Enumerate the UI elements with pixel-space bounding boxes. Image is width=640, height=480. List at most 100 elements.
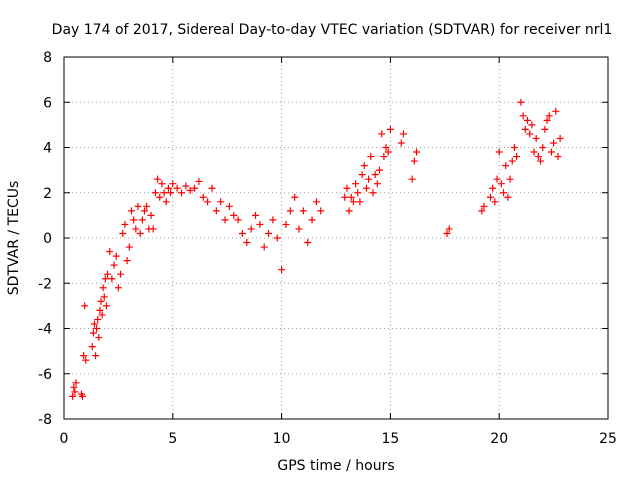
data-point xyxy=(526,130,534,138)
data-point xyxy=(178,189,186,197)
data-point xyxy=(156,193,164,201)
chart-title: Day 174 of 2017, Sidereal Day-to-day VTE… xyxy=(52,22,613,38)
data-point xyxy=(413,148,421,156)
data-point xyxy=(132,225,140,233)
data-point xyxy=(97,297,105,305)
data-point xyxy=(510,144,518,151)
x-tick-label: 5 xyxy=(168,431,177,447)
data-point xyxy=(112,252,120,260)
data-point xyxy=(384,148,392,156)
data-point xyxy=(367,153,375,161)
data-point xyxy=(88,343,96,351)
data-point xyxy=(238,229,246,237)
y-tick-label: -4 xyxy=(38,322,52,338)
y-tick-label: 4 xyxy=(43,141,52,157)
data-point xyxy=(141,207,149,215)
data-point xyxy=(552,107,560,115)
data-point xyxy=(373,180,381,188)
data-point xyxy=(164,184,172,192)
data-point xyxy=(136,229,144,237)
data-point xyxy=(291,193,299,201)
data-point xyxy=(108,275,116,283)
data-point xyxy=(149,225,157,233)
data-point xyxy=(80,352,88,360)
data-point xyxy=(92,352,100,360)
data-point xyxy=(408,175,416,183)
data-point xyxy=(114,284,122,292)
y-axis-label: SDTVAR / TECUs xyxy=(6,181,22,296)
data-point xyxy=(534,153,542,161)
data-point xyxy=(78,392,86,400)
data-point xyxy=(502,162,510,170)
data-point xyxy=(102,302,110,310)
data-point xyxy=(399,130,407,138)
data-point xyxy=(445,225,453,233)
data-point xyxy=(528,121,536,129)
data-point xyxy=(96,306,104,314)
data-point xyxy=(195,177,203,185)
data-point xyxy=(347,193,355,201)
y-axis: -8 -6 -4 -2 0 2 4 6 8 xyxy=(38,50,608,428)
data-point xyxy=(125,243,133,251)
data-point xyxy=(117,270,125,278)
data-point xyxy=(376,166,384,174)
data-point xyxy=(243,239,251,247)
data-point xyxy=(489,184,497,192)
data-point xyxy=(478,207,486,215)
data-point xyxy=(345,207,353,215)
data-point xyxy=(443,229,451,237)
data-point xyxy=(162,198,170,206)
data-point xyxy=(143,202,151,210)
data-point xyxy=(495,148,503,156)
y-tick-label: -6 xyxy=(38,367,52,383)
data-point xyxy=(506,175,514,183)
data-point xyxy=(158,180,166,188)
data-point xyxy=(299,207,307,215)
y-tick-label: -8 xyxy=(38,412,52,428)
data-point xyxy=(173,184,181,192)
x-tick-label: 20 xyxy=(490,431,508,447)
data-point xyxy=(371,171,379,179)
data-point xyxy=(94,315,102,323)
data-point xyxy=(380,153,388,161)
y-tick-label: 6 xyxy=(43,95,52,111)
x-tick-label: 25 xyxy=(599,431,617,447)
data-point xyxy=(134,202,142,210)
data-point xyxy=(554,153,562,161)
data-point xyxy=(269,216,277,224)
data-point xyxy=(154,175,162,183)
data-point xyxy=(508,157,516,165)
data-point xyxy=(491,198,499,206)
y-tick-label: 0 xyxy=(43,231,52,247)
data-point xyxy=(486,193,494,201)
data-point xyxy=(182,182,190,190)
data-point xyxy=(212,207,220,215)
data-point xyxy=(517,98,525,106)
data-point xyxy=(90,320,98,328)
data-point xyxy=(119,229,127,237)
data-point xyxy=(513,153,521,161)
data-point xyxy=(147,211,155,219)
data-point xyxy=(69,392,77,400)
data-point xyxy=(365,175,373,183)
data-point xyxy=(123,257,131,265)
data-point xyxy=(550,139,558,147)
data-point xyxy=(247,225,255,233)
data-point xyxy=(191,184,199,192)
y-tick-label: 8 xyxy=(43,50,52,66)
data-point xyxy=(160,189,168,197)
x-axis-label: GPS time / hours xyxy=(277,458,394,474)
data-point xyxy=(256,220,264,228)
data-point xyxy=(71,388,79,396)
data-point xyxy=(504,193,512,201)
data-point xyxy=(186,186,194,194)
data-point xyxy=(521,125,529,133)
data-point xyxy=(89,329,97,337)
data-point xyxy=(225,202,233,210)
data-point xyxy=(317,207,325,215)
data-point xyxy=(358,171,366,179)
data-point xyxy=(519,112,527,120)
data-point xyxy=(138,216,146,224)
data-point xyxy=(532,134,540,142)
